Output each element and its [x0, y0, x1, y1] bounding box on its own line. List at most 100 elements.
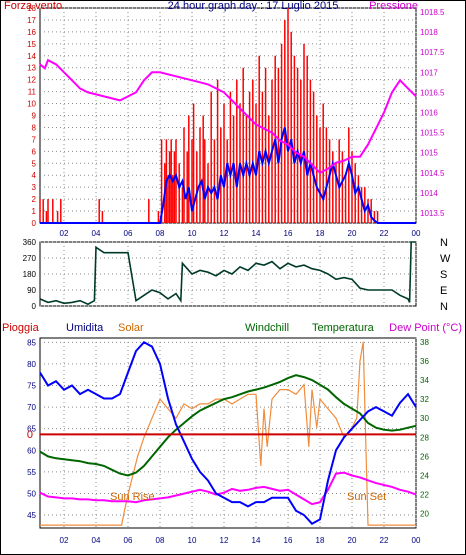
wind-direction-line: [39, 241, 416, 306]
dewpoint-line: [39, 471, 417, 506]
dewpoint-label: Dew Point (°C): [389, 322, 462, 334]
direction-tick-label: 270: [23, 254, 37, 263]
pressure-tick-label: 1016.5: [420, 88, 445, 97]
humidity-tick-label: 75: [27, 382, 36, 391]
pressure-tick-label: 1018.5: [420, 8, 445, 17]
temperature-label: Temperatura: [312, 322, 375, 334]
wind-tick-label: 7: [32, 135, 37, 144]
temperature-tick-label: 20: [420, 510, 429, 519]
pressure-tick-label: 1014: [420, 189, 438, 198]
wind-tick-label: 17: [27, 16, 36, 25]
humidity-tick-label: 60: [27, 446, 36, 455]
pressure-tick-label: 1015: [420, 149, 438, 158]
x-tick-label: 14: [252, 229, 261, 238]
compass-letter: E: [440, 285, 447, 297]
pressure-tick-label: 1018: [420, 28, 438, 37]
direction-tick-label: 360: [23, 238, 37, 247]
sunrise-label: Sun Rise: [110, 491, 155, 503]
rain-label: Pioggia: [2, 322, 40, 334]
temperature-tick-label: 38: [420, 338, 429, 347]
pressure-tick-label: 1017: [420, 68, 438, 77]
wind-tick-label: 14: [27, 52, 36, 61]
pressure-tick-label: 1015.5: [420, 129, 445, 138]
humidity-tick-label: 65: [27, 425, 36, 434]
humidity-line: [39, 341, 417, 525]
pressure-line: [39, 58, 417, 175]
x-tick-label: 02: [60, 536, 69, 545]
x-tick-label: 02: [60, 229, 69, 238]
x-tick-label: 16: [284, 229, 293, 238]
wind-tick-label: 13: [27, 64, 36, 73]
wind-tick-label: 4: [32, 171, 37, 180]
temperature-tick-label: 34: [420, 376, 429, 385]
wind-tick-label: 10: [27, 100, 36, 109]
wind-tick-label: 16: [27, 28, 36, 37]
x-tick-label: 04: [92, 536, 101, 545]
x-tick-label: 20: [348, 536, 357, 545]
wind-force-label: Forza vento: [4, 0, 62, 12]
x-tick-label: 10: [188, 229, 197, 238]
tick-label-layer: 0202040406060808101012121414161618182020…: [23, 4, 451, 545]
humidity-tick-label: 50: [27, 489, 36, 498]
pressure-tick-label: 1017.5: [420, 48, 445, 57]
temperature-line: [39, 374, 417, 477]
wind-tick-label: 0: [32, 219, 37, 228]
temperature-tick-label: 26: [420, 452, 429, 461]
x-tick-label: 18: [316, 536, 325, 545]
wind-tick-label: 2: [32, 195, 37, 204]
chart-title: 24 hour graph day : 17 Luglio 2015: [168, 0, 339, 12]
wind-tick-label: 11: [28, 88, 37, 97]
humidity-tick-label: 85: [27, 338, 36, 347]
wind-tick-label: 1: [32, 207, 37, 216]
wind-tick-label: 9: [32, 112, 37, 121]
wind-tick-label: 6: [32, 147, 37, 156]
wind-tick-label: 15: [27, 40, 36, 49]
x-tick-label: 12: [220, 536, 229, 545]
x-tick-label: 06: [124, 229, 133, 238]
direction-tick-label: 0: [32, 302, 37, 311]
windchill-label: Windchill: [245, 322, 289, 334]
x-tick-label: 08: [156, 229, 165, 238]
rain-value-label: 0: [27, 429, 33, 441]
x-tick-label: 14: [252, 536, 261, 545]
pressure-label: Pressione: [369, 0, 418, 12]
wind-tick-label: 12: [27, 76, 36, 85]
series-layer: [39, 8, 417, 526]
temperature-tick-label: 24: [420, 471, 429, 480]
grid-layer: [40, 7, 417, 528]
x-tick-label: 20: [348, 229, 357, 238]
temperature-tick-label: 32: [420, 395, 429, 404]
x-tick-label: 08: [156, 536, 165, 545]
temperature-tick-label: 22: [420, 491, 429, 500]
temperature-tick-label: 28: [420, 433, 429, 442]
compass-letter: N: [440, 301, 448, 313]
x-tick-label: 22: [380, 229, 389, 238]
pressure-tick-label: 1016: [420, 108, 438, 117]
sunset-label: Sun Set: [347, 491, 386, 503]
wind-tick-label: 3: [32, 183, 37, 192]
bottom-panel-frame: [39, 337, 417, 529]
humidity-tick-label: 55: [27, 468, 36, 477]
humidity-tick-label: 70: [27, 403, 36, 412]
compass-letter: W: [440, 253, 451, 265]
x-tick-label: 10: [188, 536, 197, 545]
solar-label: Solar: [118, 322, 144, 334]
x-tick-label: 00: [412, 229, 421, 238]
pressure-tick-label: 1014.5: [420, 169, 445, 178]
x-tick-label: 16: [284, 536, 293, 545]
humidity-label: Umidita: [66, 322, 104, 334]
wind-tick-label: 5: [32, 159, 37, 168]
x-tick-label: 00: [412, 536, 421, 545]
x-tick-label: 12: [220, 229, 229, 238]
x-tick-label: 22: [380, 536, 389, 545]
temperature-tick-label: 36: [420, 357, 429, 366]
wind-average-line: [40, 127, 416, 224]
x-tick-label: 04: [92, 229, 101, 238]
wind-tick-label: 8: [32, 123, 37, 132]
x-tick-label: 06: [124, 536, 133, 545]
wind-tick-label: 18: [27, 4, 36, 13]
x-tick-label: 18: [316, 229, 325, 238]
direction-tick-label: 180: [23, 270, 37, 279]
